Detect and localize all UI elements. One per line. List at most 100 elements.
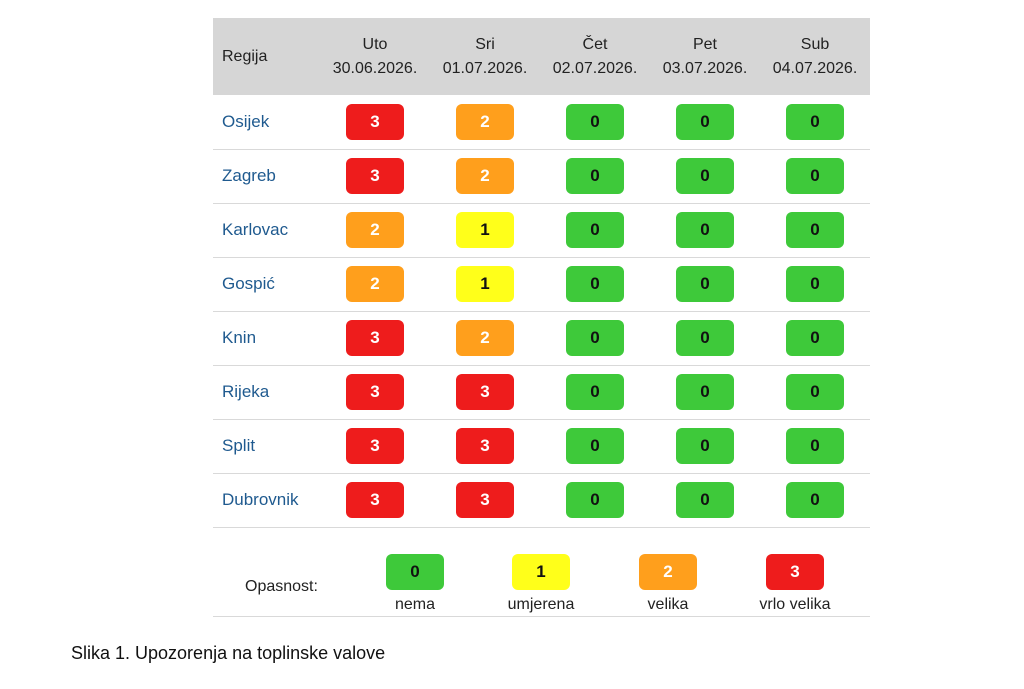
warning-level-badge: 0 — [786, 482, 844, 518]
warning-cell: 2 — [320, 203, 430, 257]
danger-legend: Opasnost: 0 nema 1 umjerena 2 velika 3 v… — [213, 528, 870, 617]
region-name[interactable]: Knin — [222, 328, 257, 347]
warning-cell: 0 — [650, 419, 760, 473]
region-name[interactable]: Karlovac — [222, 220, 289, 239]
warning-cell: 3 — [430, 419, 540, 473]
day-name: Čet — [582, 35, 608, 53]
legend-item-2: 2 velika — [613, 553, 723, 614]
warning-level-badge: 0 — [676, 320, 734, 356]
legend-badge: 1 — [512, 553, 570, 590]
warning-cell: 0 — [540, 311, 650, 365]
day-name: Sri — [475, 35, 495, 53]
legend-item-3: 3 vrlo velika — [740, 553, 850, 614]
warning-cell: 3 — [320, 311, 430, 365]
warning-cell: 0 — [650, 473, 760, 527]
warning-level-badge: 0 — [676, 374, 734, 410]
region-column-header: Regija — [222, 47, 268, 65]
warning-cell: 0 — [650, 311, 760, 365]
warning-level-badge: 1 — [456, 266, 514, 302]
warning-level-badge: 0 — [566, 158, 624, 194]
warning-cell: 2 — [430, 311, 540, 365]
day-column-header: Pet 03.07.2026. — [650, 18, 760, 95]
legend-label: umjerena — [507, 595, 575, 613]
table-row: Dubrovnik 3 3 0 0 0 — [213, 473, 870, 527]
warning-level-badge: 0 — [786, 103, 844, 140]
warning-level-badge: 3 — [346, 103, 404, 140]
warning-cell: 0 — [760, 473, 870, 527]
warning-level-badge: 3 — [456, 374, 514, 410]
warning-cell: 0 — [540, 149, 650, 203]
warning-cell: 2 — [320, 257, 430, 311]
region-name[interactable]: Rijeka — [222, 382, 270, 401]
header-row: Regija Uto 30.06.2026. Sri 01.07.2026. Čet… — [213, 18, 870, 95]
warning-cell: 0 — [760, 203, 870, 257]
warning-cell: 2 — [430, 149, 540, 203]
day-name: Uto — [362, 35, 388, 53]
table-row: Zagreb 3 2 0 0 0 — [213, 149, 870, 203]
day-name: Pet — [692, 35, 717, 53]
warning-cell: 1 — [430, 203, 540, 257]
warning-cell: 3 — [320, 95, 430, 149]
warning-cell: 1 — [430, 257, 540, 311]
warning-cell: 0 — [760, 365, 870, 419]
warning-cell: 0 — [760, 95, 870, 149]
region-name[interactable]: Zagreb — [222, 166, 276, 185]
warning-level-badge: 1 — [456, 212, 514, 248]
region-name[interactable]: Split — [222, 436, 256, 455]
warning-level-badge: 0 — [676, 482, 734, 518]
warning-level-badge: 3 — [456, 482, 514, 518]
figure-caption: Slika 1. Upozorenja na toplinske valove — [71, 643, 386, 663]
warning-cell: 3 — [320, 365, 430, 419]
table-row: Rijeka 3 3 0 0 0 — [213, 365, 870, 419]
warning-table: Regija Uto 30.06.2026. Sri 01.07.2026. Čet… — [213, 18, 870, 528]
day-date: 01.07.2026. — [442, 59, 528, 77]
warning-cell: 0 — [760, 257, 870, 311]
region-name[interactable]: Osijek — [222, 111, 270, 131]
warning-level-badge: 0 — [566, 482, 624, 518]
warning-level-badge: 0 — [566, 266, 624, 302]
warning-level-badge: 3 — [346, 428, 404, 464]
legend-label: nema — [394, 595, 436, 613]
day-date: 04.07.2026. — [772, 59, 858, 77]
warning-level-badge: 0 — [566, 428, 624, 464]
legend-label: vrlo velika — [759, 595, 831, 613]
legend-title: Opasnost: — [245, 577, 318, 595]
warning-cell: 3 — [320, 149, 430, 203]
warning-cell: 0 — [540, 203, 650, 257]
legend-label: velika — [647, 595, 689, 613]
warning-level-badge: 2 — [346, 212, 404, 248]
warning-cell: 3 — [320, 473, 430, 527]
warning-level-badge: 0 — [786, 428, 844, 464]
heatwave-warning-panel: Regija Uto 30.06.2026. Sri 01.07.2026. Čet… — [213, 18, 870, 617]
warning-level-badge: 0 — [566, 374, 624, 410]
table-row: Osijek 3 2 0 0 0 — [213, 95, 870, 149]
warning-cell: 3 — [320, 419, 430, 473]
warning-cell: 0 — [540, 473, 650, 527]
warning-cell: 0 — [540, 419, 650, 473]
legend-badge: 2 — [639, 553, 697, 590]
warning-cell: 0 — [650, 203, 760, 257]
table-row: Karlovac 2 1 0 0 0 — [213, 203, 870, 257]
warning-level-badge: 2 — [456, 320, 514, 356]
warning-cell: 0 — [650, 149, 760, 203]
region-name[interactable]: Gospić — [222, 274, 275, 293]
table-body: Osijek 3 2 0 0 0 Zagreb 3 2 0 0 0 Karlovac 2 1 0 0 0 Gospi… — [213, 95, 870, 527]
warning-level-badge: 0 — [786, 212, 844, 248]
warning-level-badge: 3 — [346, 320, 404, 356]
warning-level-badge: 0 — [786, 158, 844, 194]
day-name: Sub — [800, 35, 830, 53]
warning-level-badge: 3 — [346, 158, 404, 194]
warning-level-badge: 3 — [456, 428, 514, 464]
warning-cell: 0 — [540, 95, 650, 149]
day-column-header: Sri 01.07.2026. — [430, 18, 540, 95]
warning-level-badge: 0 — [676, 103, 734, 140]
warning-level-badge: 2 — [346, 266, 404, 302]
region-name[interactable]: Dubrovnik — [222, 490, 299, 509]
warning-cell: 0 — [540, 365, 650, 419]
warning-cell: 3 — [430, 365, 540, 419]
warning-cell: 0 — [760, 149, 870, 203]
warning-cell: 0 — [650, 257, 760, 311]
warning-level-badge: 0 — [676, 266, 734, 302]
warning-level-badge: 3 — [346, 374, 404, 410]
warning-cell: 3 — [430, 473, 540, 527]
